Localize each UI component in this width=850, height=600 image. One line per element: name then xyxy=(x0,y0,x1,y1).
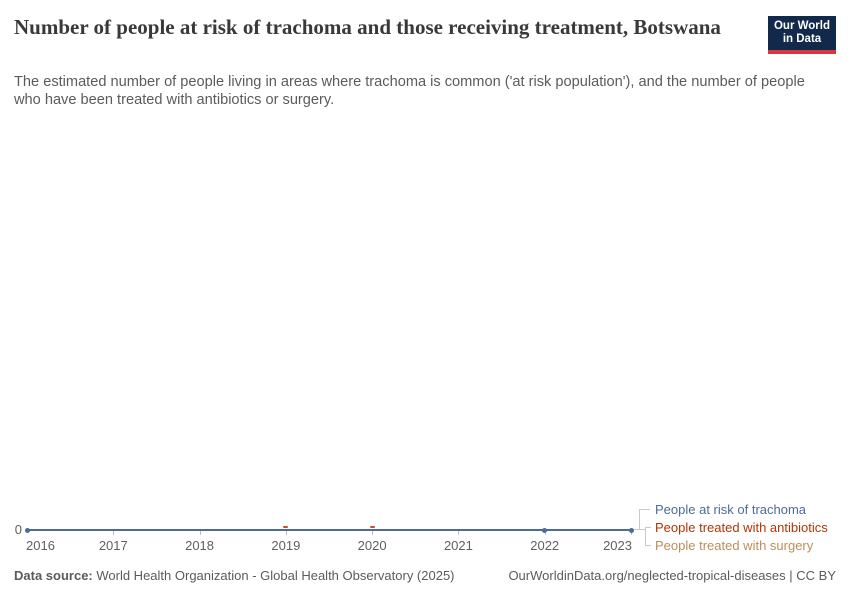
x-axis-tick xyxy=(544,531,546,535)
series-line-at-risk xyxy=(27,529,632,531)
legend-item-treated-antibiotics[interactable]: People treated with antibiotics xyxy=(655,520,828,535)
data-source-text: World Health Organization - Global Healt… xyxy=(92,568,455,583)
x-axis-tick xyxy=(199,531,201,535)
x-axis-tick xyxy=(631,531,632,535)
data-point-dot xyxy=(628,527,634,533)
x-axis-tick xyxy=(458,531,460,535)
legend-item-people-at-risk[interactable]: People at risk of trachoma xyxy=(655,502,807,517)
owid-logo-line1: Our World xyxy=(773,20,830,32)
chart-footer: Data source: World Health Organization -… xyxy=(14,568,836,583)
data-source-note: Data source: World Health Organization -… xyxy=(14,568,455,583)
legend-connector-line xyxy=(639,509,640,530)
legend-connector-line xyxy=(639,509,650,510)
x-axis-year-label: 2020 xyxy=(357,538,387,553)
legend-connector-line xyxy=(645,527,646,546)
y-axis-zero-label: 0 xyxy=(14,522,22,537)
legend-connector-line xyxy=(645,527,651,528)
data-point-dot xyxy=(542,527,548,533)
data-point-marker-antibiotics xyxy=(369,526,375,528)
x-axis-tick xyxy=(285,531,287,535)
legend-item-treated-surgery[interactable]: People treated with surgery xyxy=(655,538,814,553)
plot-area xyxy=(0,120,850,560)
data-source-label: Data source: xyxy=(14,568,93,583)
x-axis-year-label: 2017 xyxy=(98,538,128,553)
owid-logo[interactable]: Our World in Data xyxy=(768,16,836,54)
x-axis-tick xyxy=(113,531,115,535)
x-axis-year-label: 2019 xyxy=(271,538,301,553)
page-title: Number of people at risk of trachoma and… xyxy=(14,15,721,39)
data-point-dot xyxy=(24,527,30,533)
legend-connector-line xyxy=(645,545,651,546)
owid-logo-line2: in Data xyxy=(782,33,822,45)
x-axis-year-label: 2022 xyxy=(530,538,560,553)
owid-url-link[interactable]: OurWorldinData.org/neglected-tropical-di… xyxy=(508,568,836,583)
x-axis-year-label: 2016 xyxy=(26,538,55,553)
x-axis-tick xyxy=(372,531,374,535)
data-point-marker-antibiotics xyxy=(283,526,289,528)
x-axis-year-label: 2018 xyxy=(185,538,215,553)
chart-subtitle: The estimated number of people living in… xyxy=(14,74,805,108)
x-axis-year-label: 2021 xyxy=(443,538,473,553)
x-axis-year-label: 2023 xyxy=(603,538,632,553)
